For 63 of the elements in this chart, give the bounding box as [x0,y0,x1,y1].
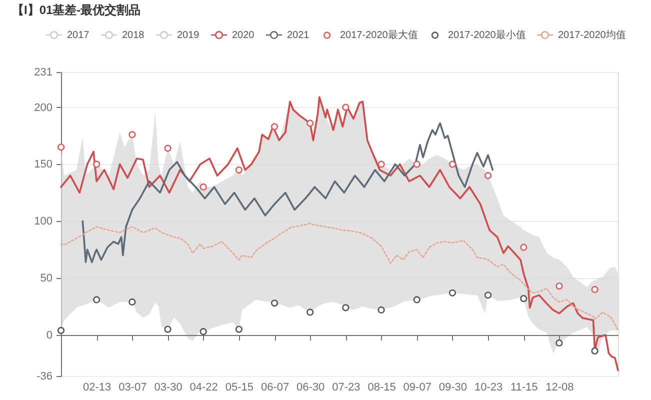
legend-label: 2017-2020最小值 [448,29,526,42]
x-tick-label: 09-30 [438,382,468,394]
point [128,298,136,306]
point [448,289,456,296]
point [591,347,598,355]
legend-label: 2018 [122,30,145,42]
point [342,104,350,111]
x-tick-label: 12-08 [546,382,574,394]
point [200,183,207,191]
x-tick-label: 06-07 [260,382,290,394]
point [164,326,172,333]
point [270,300,278,307]
chart-title: 【I】01基差-最优交割品 [12,3,141,17]
x-tick-label: 08-15 [368,382,396,394]
point [57,144,65,151]
point [378,306,385,314]
point [448,160,456,168]
point [520,295,528,302]
legend-label: 2020 [232,30,255,42]
x-tick-label: 03-07 [118,382,147,394]
legend-label: 2017 [67,30,90,42]
x-tick-label: 04-22 [190,382,218,394]
line-series [82,122,494,264]
point [306,308,314,316]
x-tick-label: 11-15 [510,382,538,394]
y-tick-label: 100 [34,216,52,228]
x-tick-label: 07-23 [332,382,360,394]
legend-label: 2017-2020均值 [558,29,626,42]
x-tick-label: 06-30 [296,382,325,394]
point [556,339,563,347]
point [235,166,242,174]
point [413,296,420,304]
point [200,328,207,336]
y-tick-label: 50 [40,272,52,285]
point [93,296,100,304]
x-tick-label: 09-07 [403,382,432,394]
y-tick-label: 200 [34,102,52,114]
x-tick-label: 05-15 [225,382,254,394]
point [306,120,314,127]
point [556,282,563,290]
point [270,123,278,130]
point [128,131,136,138]
point [591,286,598,294]
point [413,160,420,168]
y-tick-label: 150 [34,158,52,171]
point [484,292,492,299]
line-series [60,222,619,332]
point [235,326,242,333]
point [342,304,350,312]
point [484,172,492,180]
legend-label: 2021 [287,30,310,42]
legend-label: 2017-2020最大值 [340,29,418,42]
legend-label: 2019 [177,30,200,42]
point [520,244,528,251]
x-tick-label: 02-13 [83,382,112,394]
y-tick-label: 231 [34,66,52,78]
y-tick-label: -36 [36,370,52,382]
y-tick-label: 0 [46,330,52,342]
x-tick-label: 03-30 [154,382,182,394]
point [378,160,385,168]
point [164,144,172,152]
x-tick-label: 10-23 [474,382,503,394]
point [93,160,100,168]
